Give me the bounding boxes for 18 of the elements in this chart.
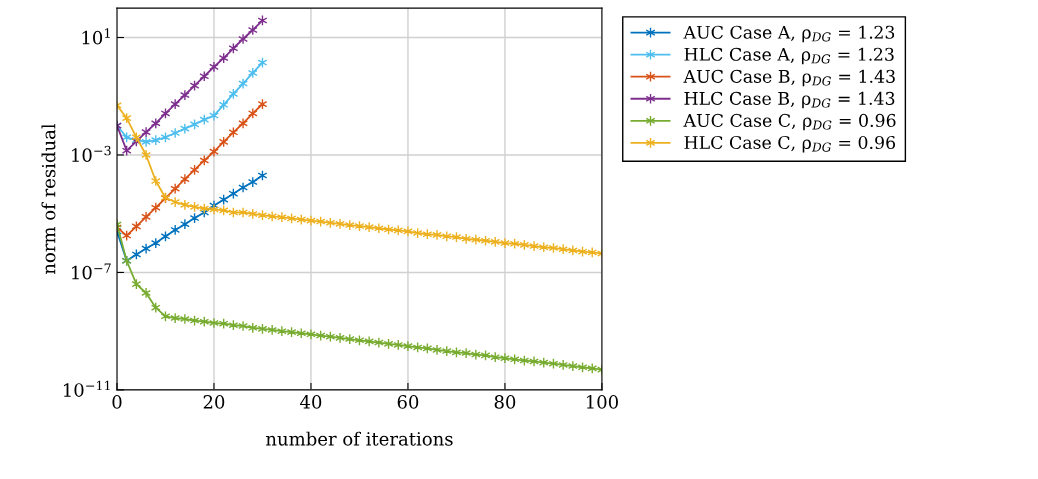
legend-label: AUC Case B, ρ$_{DG}$ = 1.43	[683, 69, 895, 87]
legend-label: HLC Case A, ρ$_{DG}$ = 1.23	[684, 47, 894, 65]
x-tick-label: 60	[397, 395, 419, 409]
x-axis-title: number of iterations	[266, 431, 453, 446]
legend-label: AUC Case C, ρ$_{DG}$ = 0.96	[683, 113, 896, 131]
legend-label: HLC Case B, ρ$_{DG}$ = 1.43	[684, 91, 895, 109]
y-tick-label: 10$^{−11}$	[63, 380, 110, 397]
x-tick-label: 40	[300, 395, 322, 409]
x-tick-label: 20	[203, 395, 225, 409]
y-tick-label: 10$^{1}$	[82, 28, 110, 45]
x-tick-label: 0	[112, 395, 122, 409]
y-axis-title: norm of residual	[41, 123, 56, 275]
legend-label: HLC Case C, ρ$_{DG}$ = 0.96	[684, 135, 896, 153]
x-tick-label: 100	[586, 395, 618, 409]
x-tick-label: 80	[494, 395, 516, 409]
y-tick-label: 10$^{−7}$	[72, 263, 111, 280]
legend-label: AUC Case A, ρ$_{DG}$ = 1.23	[683, 25, 895, 43]
y-tick-label: 10$^{−3}$	[72, 145, 111, 162]
